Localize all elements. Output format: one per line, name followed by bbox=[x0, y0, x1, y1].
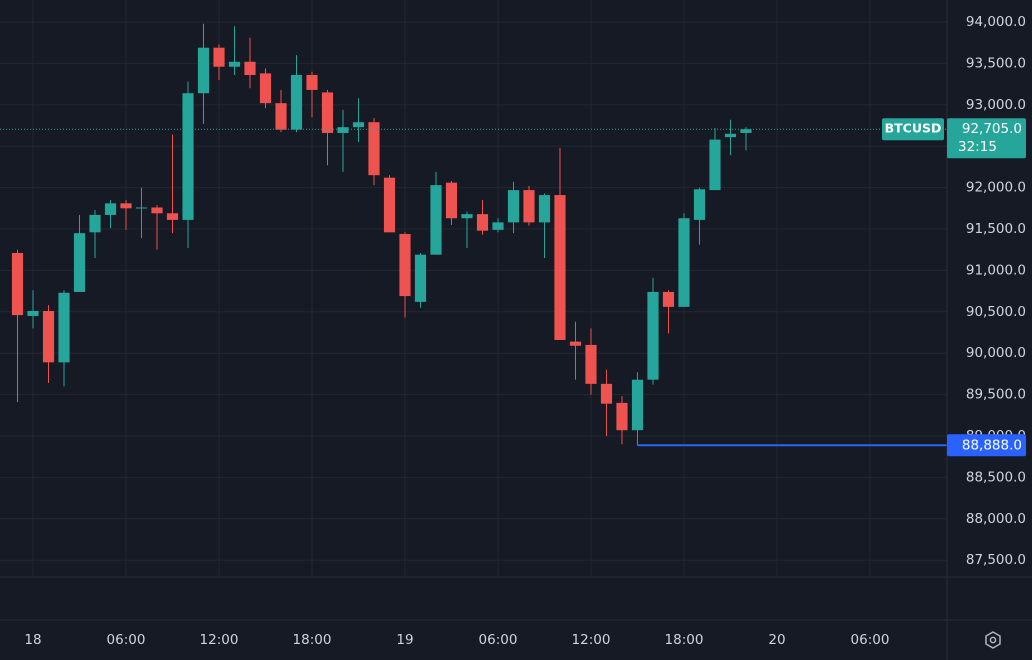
y-tick-label: 91,000.0 bbox=[966, 262, 1026, 278]
candle-body bbox=[290, 75, 303, 130]
candle-body bbox=[27, 310, 39, 316]
candle-body bbox=[275, 103, 287, 130]
candle-body bbox=[166, 213, 179, 220]
candle-body bbox=[197, 47, 210, 94]
candle-body bbox=[120, 203, 132, 209]
candle-body bbox=[73, 233, 86, 292]
x-tick-label: 06:00 bbox=[107, 632, 146, 648]
candle-body bbox=[647, 291, 659, 380]
candle-body bbox=[399, 233, 411, 297]
candle-body bbox=[151, 207, 163, 214]
y-tick-label: 89,500.0 bbox=[966, 387, 1026, 403]
candle-body bbox=[693, 189, 706, 220]
candle-body bbox=[213, 47, 225, 67]
candle-body bbox=[58, 292, 70, 363]
candle-body bbox=[430, 185, 442, 255]
y-tick-label: 90,000.0 bbox=[966, 345, 1026, 361]
candle-body bbox=[321, 92, 334, 133]
candle-body bbox=[585, 344, 597, 384]
last-price-label: 92,705.0 bbox=[962, 121, 1022, 137]
settings-icon-dot bbox=[989, 636, 997, 644]
symbol-badge bbox=[882, 118, 944, 141]
y-tick-label: 93,500.0 bbox=[966, 55, 1026, 71]
candle-body bbox=[569, 341, 582, 346]
candle-body bbox=[461, 214, 473, 219]
y-tick-label: 88,000.0 bbox=[966, 511, 1026, 527]
x-tick-label: 06:00 bbox=[479, 632, 518, 648]
candle-body bbox=[476, 214, 489, 231]
price-line-badge bbox=[947, 434, 1026, 457]
candle-body bbox=[11, 253, 24, 316]
price-line-label: 88,888.0 bbox=[962, 437, 1022, 453]
candle-body bbox=[616, 402, 628, 431]
candle-body bbox=[662, 291, 675, 307]
candle-body bbox=[259, 73, 272, 104]
settings-icon[interactable] bbox=[985, 631, 1001, 649]
candle-body bbox=[368, 122, 380, 176]
candle-body bbox=[42, 310, 55, 363]
candle-body bbox=[492, 222, 504, 230]
candle-body bbox=[414, 254, 427, 302]
candle-body bbox=[445, 182, 458, 219]
settings-button[interactable] bbox=[985, 631, 1001, 649]
candle-body bbox=[678, 218, 690, 307]
y-tick-label: 88,500.0 bbox=[966, 469, 1026, 485]
candle-body bbox=[600, 383, 613, 404]
candles bbox=[0, 23, 947, 447]
x-tick-label: 18:00 bbox=[665, 632, 704, 648]
y-tick-label: 94,000.0 bbox=[966, 14, 1026, 30]
x-tick-label: 12:00 bbox=[572, 632, 611, 648]
y-tick-label: 92,000.0 bbox=[966, 180, 1026, 196]
candle-body bbox=[182, 93, 194, 220]
candle-body bbox=[507, 190, 520, 223]
candle-body bbox=[554, 195, 566, 340]
candle-body bbox=[709, 139, 721, 191]
y-tick-label: 87,500.0 bbox=[966, 552, 1026, 568]
last-price-badge bbox=[947, 118, 1026, 159]
x-tick-label: 06:00 bbox=[851, 632, 890, 648]
axis-labels: 87,500.088,000.088,500.089,000.089,500.0… bbox=[24, 14, 1026, 648]
candle-body bbox=[228, 61, 241, 67]
x-tick-label: 12:00 bbox=[200, 632, 239, 648]
candle-body bbox=[306, 75, 318, 90]
symbol-label: BTCUSD bbox=[885, 121, 942, 136]
candle-body bbox=[740, 129, 752, 133]
candle-body bbox=[538, 195, 551, 223]
candle-body bbox=[244, 61, 256, 76]
candle-body bbox=[337, 127, 349, 133]
candle-body bbox=[383, 177, 396, 233]
candle-body bbox=[523, 190, 535, 223]
candle-body bbox=[104, 203, 117, 215]
y-tick-label: 93,000.0 bbox=[966, 97, 1026, 113]
candle-body bbox=[135, 207, 148, 209]
candle-body bbox=[352, 122, 365, 128]
y-tick-label: 90,500.0 bbox=[966, 304, 1026, 320]
x-tick-label: 19 bbox=[396, 632, 413, 648]
countdown-label: 32:15 bbox=[958, 139, 997, 155]
x-tick-label: 20 bbox=[768, 632, 785, 648]
candle-body bbox=[631, 379, 644, 431]
y-tick-label: 91,500.0 bbox=[966, 221, 1026, 237]
x-tick-label: 18 bbox=[24, 632, 41, 648]
candle-body bbox=[724, 133, 737, 138]
candle-body bbox=[89, 214, 101, 233]
x-tick-label: 18:00 bbox=[293, 632, 332, 648]
grid bbox=[0, 0, 947, 577]
